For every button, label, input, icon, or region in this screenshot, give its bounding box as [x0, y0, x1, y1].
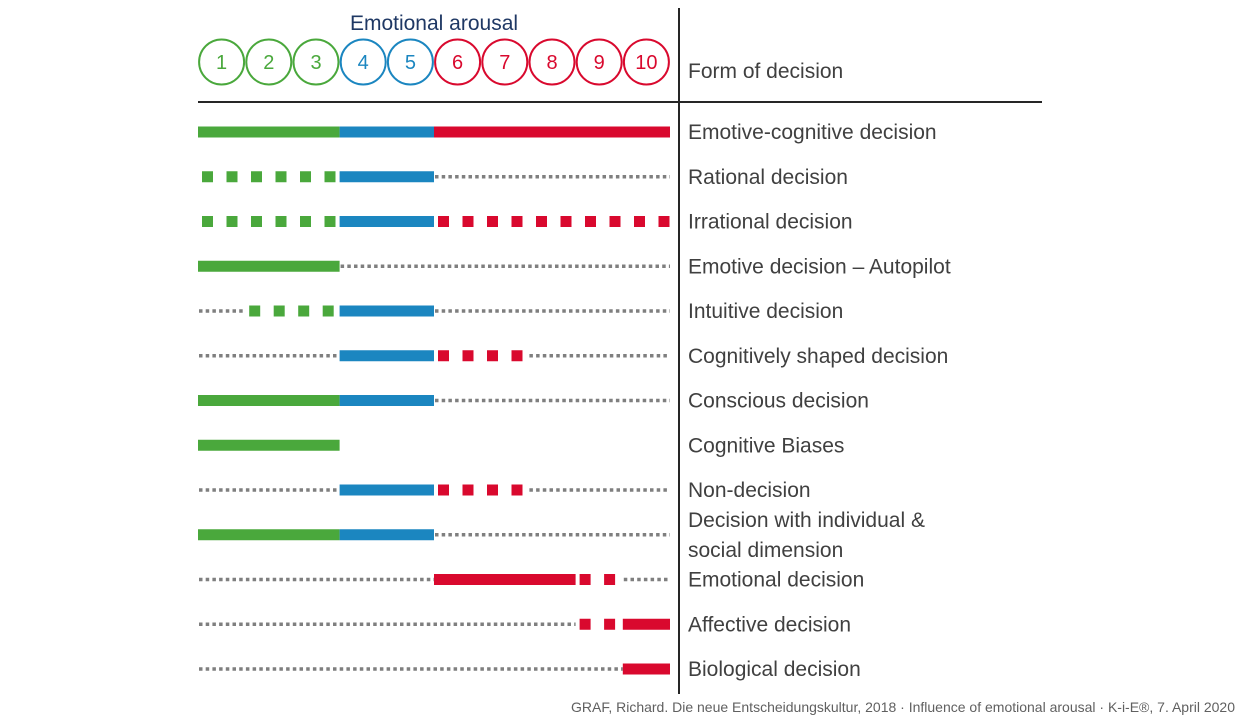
segment-blue-solid — [339, 171, 434, 183]
level-number: 7 — [499, 52, 510, 74]
arousal-level-scale: 1 2 3 4 5 6 7 8 9 10 — [198, 38, 670, 86]
row-emotive-cognitive-decision: Emotive-cognitive decision — [198, 121, 937, 144]
level-number: 10 — [635, 52, 657, 74]
level-number: 2 — [263, 52, 274, 74]
level-10: 10 — [622, 38, 670, 86]
segment-green-solid — [198, 395, 340, 406]
decision-label: Biological decision — [688, 658, 861, 681]
decision-label: Conscious decision — [688, 390, 869, 413]
decision-label: Intuitive decision — [688, 300, 843, 323]
decision-label: Emotional decision — [688, 569, 864, 592]
level-circle — [481, 38, 529, 86]
row-intuitive-decision: Intuitive decision — [199, 300, 843, 323]
decision-label: Affective decision — [688, 613, 851, 636]
row-biological-decision: Biological decision — [199, 658, 861, 681]
level-5: 5 — [386, 38, 434, 86]
row-cognitive-biases: Cognitive Biases — [198, 434, 844, 457]
row-cognitively-shaped-decision: Cognitively shaped decision — [199, 345, 948, 368]
level-2: 2 — [245, 38, 293, 86]
segment-blue-solid — [339, 126, 434, 138]
segment-red-solid — [622, 663, 670, 675]
segment-blue-solid — [339, 529, 434, 541]
form-of-decision-header: Form of decision — [688, 60, 843, 83]
row-irrational-decision: Irrational decision — [202, 211, 853, 234]
decision-label: Irrational decision — [688, 211, 853, 234]
segment-red-solid — [434, 126, 670, 138]
segment-blue-solid — [339, 305, 434, 317]
segment-blue-solid — [339, 484, 434, 496]
row-affective-decision: Affective decision — [199, 613, 851, 636]
level-circle — [386, 38, 434, 86]
level-number: 9 — [594, 52, 605, 74]
level-3: 3 — [292, 38, 340, 86]
decision-label: Emotive-cognitive decision — [688, 121, 937, 144]
decision-forms: Emotive-cognitive decision Rational decis… — [198, 121, 951, 681]
segment-blue-solid — [339, 350, 434, 362]
level-circle — [575, 38, 623, 86]
level-6: 6 — [434, 38, 482, 86]
level-number: 3 — [310, 52, 321, 74]
decision-label: Cognitively shaped decision — [688, 345, 948, 368]
decision-label: Emotive decision – Autopilot — [688, 255, 951, 278]
segment-red-solid — [434, 574, 576, 585]
segment-red-solid — [622, 618, 670, 630]
row-decision-with-individual-social-dimension: Decision with individual & social dimensi… — [198, 509, 925, 562]
decision-label-line: Decision with individual & — [688, 509, 925, 532]
level-circle — [198, 38, 246, 86]
segment-green-solid — [198, 260, 340, 272]
segment-blue-solid — [339, 216, 434, 227]
decision-label: Cognitive Biases — [688, 434, 844, 457]
level-4: 4 — [339, 38, 387, 86]
level-circle — [292, 38, 340, 86]
row-emotional-decision: Emotional decision — [199, 569, 864, 592]
source-citation: GRAF, Richard. Die neue Entscheidungskul… — [571, 699, 1235, 715]
level-9: 9 — [575, 38, 623, 86]
level-number: 6 — [452, 52, 463, 74]
level-number: 4 — [358, 52, 369, 74]
decision-label-line: social dimension — [688, 539, 843, 562]
segment-blue-solid — [339, 395, 434, 406]
row-non-decision: Non-decision — [199, 479, 811, 502]
emotional-arousal-title: Emotional arousal — [350, 12, 518, 35]
row-rational-decision: Rational decision — [202, 166, 848, 189]
level-number: 8 — [546, 52, 557, 74]
level-circle — [622, 38, 670, 86]
level-circle — [245, 38, 293, 86]
level-number: 1 — [216, 52, 227, 74]
level-7: 7 — [481, 38, 529, 86]
row-conscious-decision: Conscious decision — [198, 390, 869, 413]
decision-label: Rational decision — [688, 166, 848, 189]
decision-label: Non-decision — [688, 479, 811, 502]
segment-green-solid — [198, 439, 340, 451]
level-circle — [339, 38, 387, 86]
level-8: 8 — [528, 38, 576, 86]
segment-green-solid — [198, 126, 340, 138]
level-number: 5 — [405, 52, 416, 74]
level-circle — [434, 38, 482, 86]
level-circle — [528, 38, 576, 86]
level-1: 1 — [198, 38, 246, 86]
segment-green-solid — [198, 529, 340, 541]
row-emotive-decision-autopilot: Emotive decision – Autopilot — [198, 255, 951, 278]
